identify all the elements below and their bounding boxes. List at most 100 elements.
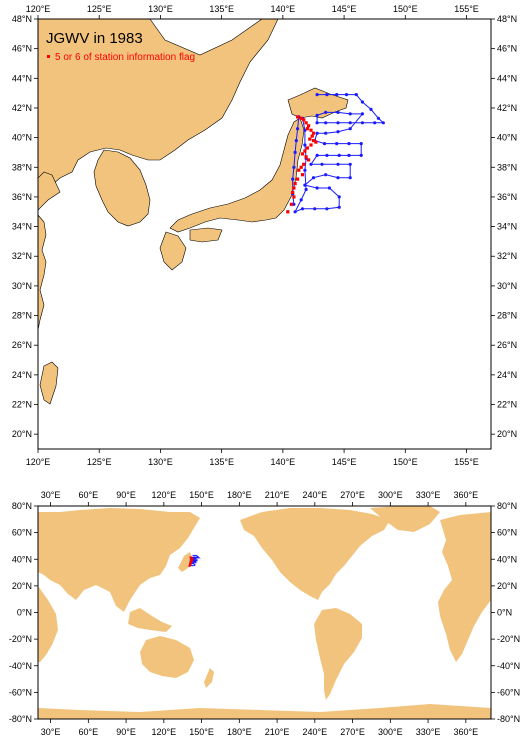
world-lon-label-top: 60°E	[79, 490, 99, 500]
flagged-station-point	[289, 202, 293, 206]
world-lon-label-bottom: 270°E	[340, 727, 365, 737]
station-point	[327, 186, 331, 190]
land-antarctica	[38, 704, 491, 719]
lon-label-bottom: 135°E	[209, 457, 234, 467]
station-point	[309, 162, 313, 166]
station-point	[347, 153, 351, 157]
station-point	[359, 142, 363, 146]
land-greenland	[370, 506, 440, 532]
station-point	[336, 121, 340, 125]
world-lat-label-right: -60°N	[497, 687, 520, 697]
flagged-station-point	[292, 195, 296, 199]
station-point	[324, 121, 328, 125]
flagged-station-point	[299, 165, 303, 169]
world-lon-label-bottom: 300°E	[378, 727, 403, 737]
world-lat-label-right: -40°N	[497, 661, 520, 671]
station-point	[359, 153, 363, 157]
world-lon-label-bottom: 150°E	[189, 727, 214, 737]
flagged-station-point	[291, 190, 295, 195]
world-lon-label-top: 330°E	[416, 490, 441, 500]
world-map: 30°E 30°E 60°E 60°E 90°E 90°E 120°E 120°E 150°E 1…	[9, 490, 520, 737]
station-point	[313, 207, 317, 211]
flagged-station-point	[310, 134, 314, 138]
lat-label-right: 46°N	[497, 44, 517, 54]
lat-label-right: 44°N	[497, 73, 517, 83]
station-point	[337, 195, 341, 199]
world-lon-label-bottom: 90°E	[116, 727, 136, 737]
station-point	[325, 93, 329, 97]
station-point	[324, 131, 328, 135]
regional-map: 120°E 120°E 125°E 125°E 130°E 130°E 135°E 135°E…	[12, 4, 517, 467]
station-point	[347, 142, 351, 146]
world-lat-label-left: -20°N	[9, 634, 32, 644]
land-kyushu	[159, 231, 187, 271]
world-lat-label-right: 60°N	[497, 528, 517, 538]
world-lon-label-bottom: 120°E	[152, 727, 177, 737]
station-point	[325, 153, 329, 157]
lat-label-left: 42°N	[12, 103, 32, 113]
world-lon-label-bottom: 60°E	[79, 727, 99, 737]
station-point	[296, 127, 300, 131]
flagged-station-point	[297, 168, 301, 172]
world-lat-label-left: -80°N	[9, 714, 32, 724]
lat-label-right: 22°N	[497, 400, 517, 410]
lat-label-left: 40°N	[12, 133, 32, 143]
lat-label-left: 44°N	[12, 73, 32, 83]
station-point	[293, 210, 297, 214]
lon-label-bottom: 125°E	[87, 457, 112, 467]
lat-label-right: 42°N	[497, 103, 517, 113]
world-lat-label-left: 20°N	[12, 581, 32, 591]
flagged-station-point	[293, 182, 297, 186]
station-point	[320, 162, 324, 166]
station-point	[325, 207, 329, 211]
world-lon-label-top: 300°E	[378, 490, 403, 500]
flagged-station-point	[305, 127, 309, 131]
lat-label-left: 30°N	[12, 281, 32, 291]
station-point	[336, 110, 340, 114]
station-point	[348, 162, 352, 166]
flagged-station-point	[304, 155, 308, 159]
station-point	[315, 121, 319, 125]
world-lon-label-top: 210°E	[265, 490, 290, 500]
lat-label-left: 48°N	[12, 14, 32, 24]
lon-label-top: 120°E	[26, 4, 51, 14]
station-point	[300, 207, 305, 211]
station-point	[348, 176, 352, 180]
station-point	[348, 127, 352, 131]
world-lon-label-top: 150°E	[189, 490, 214, 500]
flagged-station-point	[302, 162, 306, 166]
station-point	[303, 128, 307, 132]
flagged-station-point	[296, 115, 300, 119]
lon-label-top: 135°E	[209, 4, 234, 14]
flagged-station-point	[314, 140, 318, 144]
land-new-zealand	[204, 668, 214, 688]
world-lat-label-left: 0°N	[17, 608, 32, 618]
lat-label-left: 28°N	[12, 311, 32, 321]
flagged-station-point	[302, 118, 306, 122]
world-lon-label-bottom: 30°E	[41, 727, 61, 737]
regional-lat-ticks: 20°N 20°N 22°N 22°N 24°N 24°N 26°N 26°N 28°N 28°N…	[12, 14, 517, 439]
station-point	[292, 202, 296, 206]
station-point	[335, 142, 339, 146]
flagged-station-point	[304, 121, 308, 125]
land-africa	[38, 586, 58, 662]
station-point	[324, 110, 328, 114]
flagged-station-point	[308, 137, 312, 141]
lat-label-left: 46°N	[12, 44, 32, 54]
world-lon-label-top: 120°E	[152, 490, 177, 500]
station-point	[335, 93, 339, 97]
lat-label-left: 22°N	[12, 400, 32, 410]
land-se-asia	[128, 608, 172, 632]
lon-label-bottom: 130°E	[148, 457, 173, 467]
world-lon-label-top: 270°E	[340, 490, 365, 500]
land-taiwan	[39, 361, 59, 405]
world-lon-label-bottom: 240°E	[303, 727, 328, 737]
flagged-station-point	[305, 146, 309, 150]
world-lon-label-top: 240°E	[303, 490, 328, 500]
world-flagged-point	[188, 564, 191, 567]
lat-label-left: 20°N	[12, 429, 32, 439]
station-point	[360, 112, 364, 116]
world-lat-label-left: 40°N	[12, 554, 32, 564]
lat-label-left: 38°N	[12, 162, 32, 172]
